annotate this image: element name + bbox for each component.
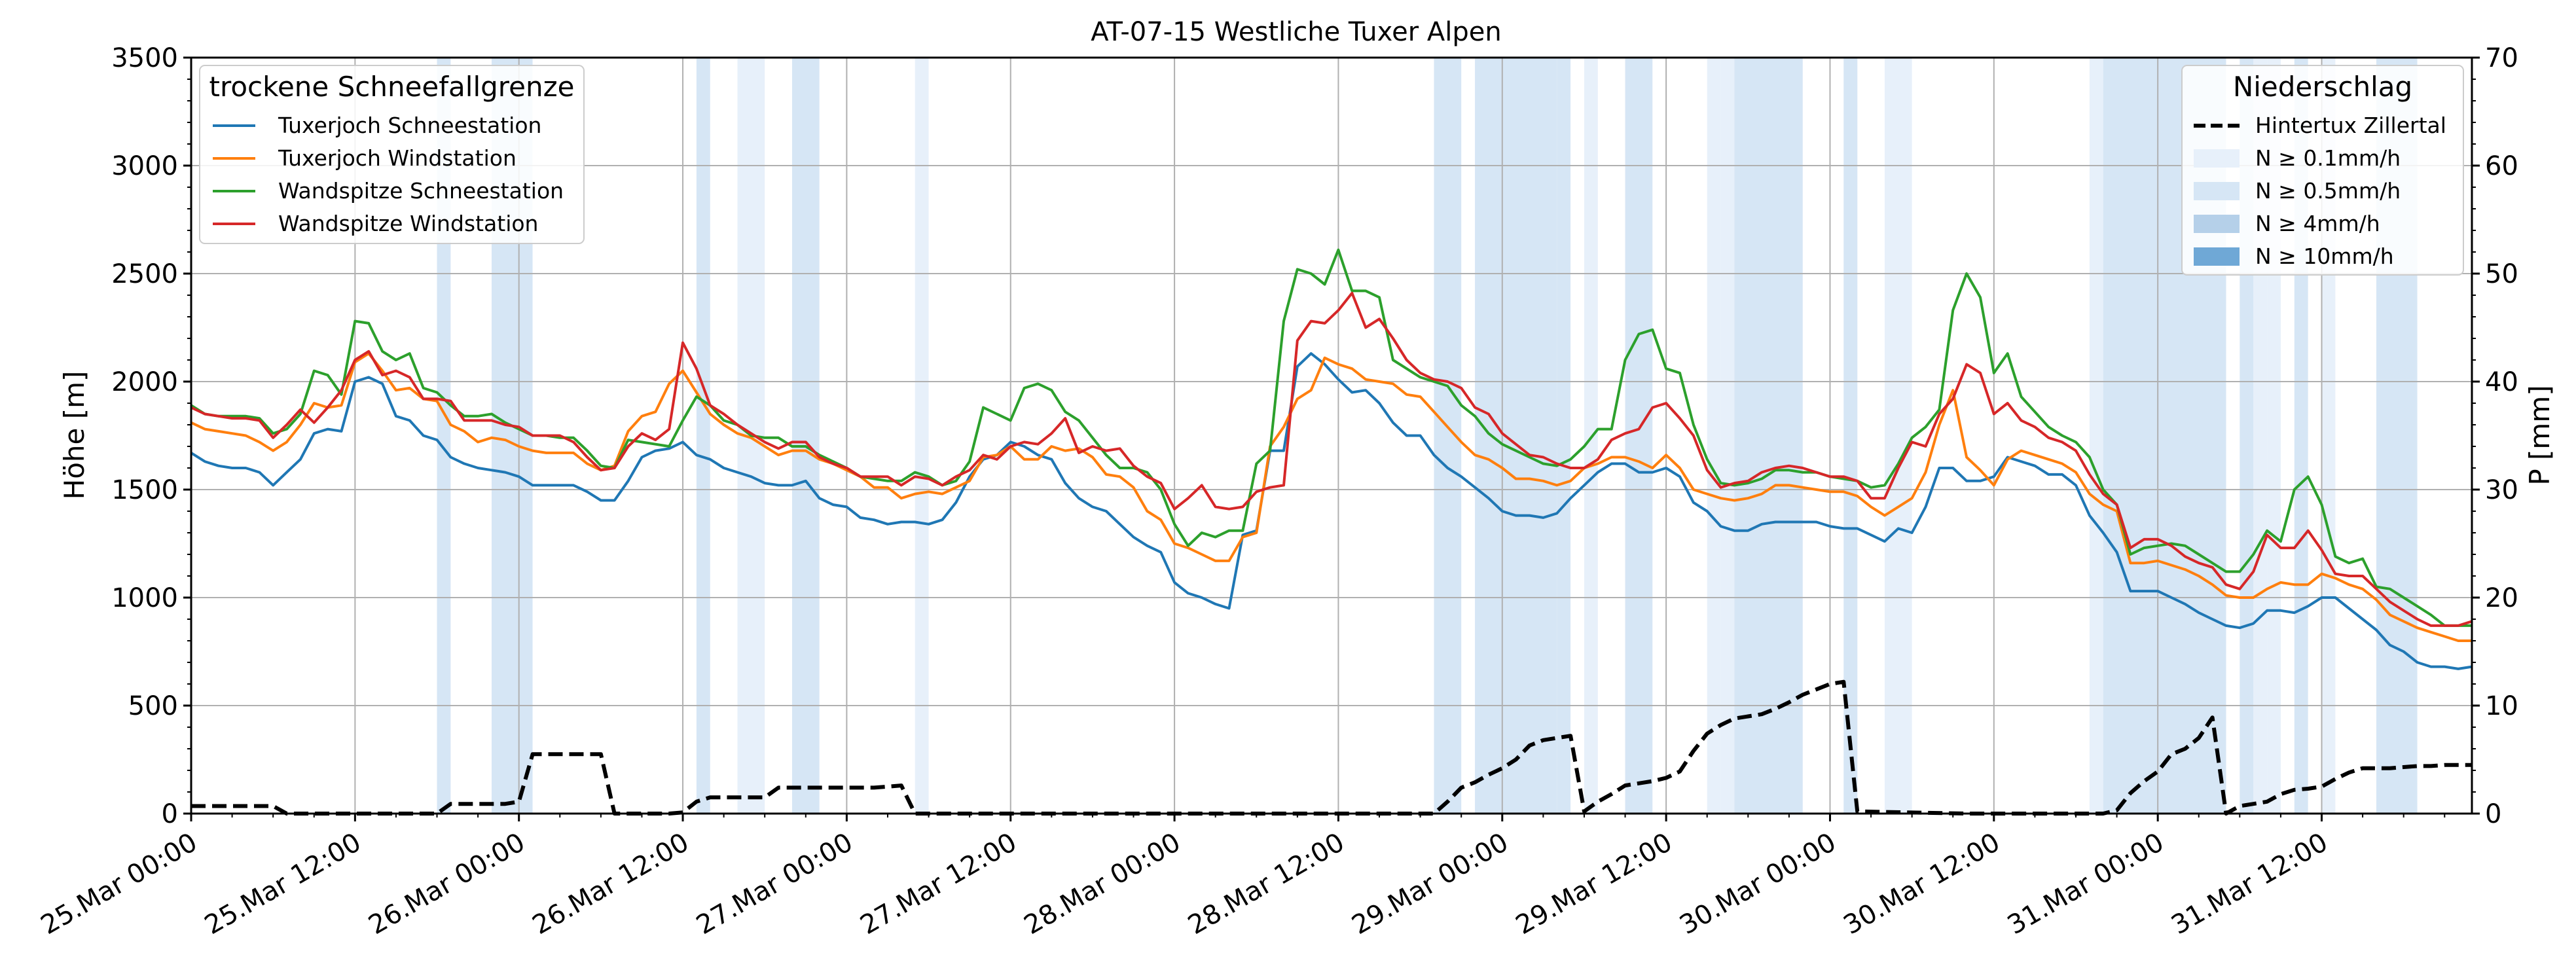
series-lines: [190, 248, 2473, 816]
y-axis-label: Höhe [m]: [58, 371, 90, 500]
precip-band-2-3: [696, 58, 710, 814]
legend-label-hintertux-zillertal: Hintertux Zillertal: [2255, 113, 2446, 138]
series-line-tuxerjoch-schneestation: [190, 352, 2473, 670]
legend-label-wandspitze-windstation: Wandspitze Windstation: [278, 211, 538, 236]
precip-band-2-7: [1557, 58, 1571, 814]
y2-axis-label: P [mm]: [2524, 385, 2556, 485]
y2-tick-label-5: 50: [2485, 259, 2518, 289]
series-line-tuxerjoch-windstation: [190, 352, 2472, 642]
series-line-wandspitze-windstation: [190, 291, 2473, 627]
legend-left-box: [199, 65, 585, 244]
y2-tick-label-3: 30: [2485, 475, 2518, 505]
series-line-wandspitze-schneestation: [190, 248, 2472, 627]
legend-left-title: trockene Schneefallgrenze: [209, 71, 575, 103]
legend-label-n-0-5mm-h: N ≥ 0.5mm/h: [2255, 178, 2401, 204]
legend-swatch-n-0-5mm-h: [2194, 182, 2240, 200]
precip-band-1-4: [1584, 58, 1598, 814]
precip-band-1-3: [915, 58, 929, 814]
precip-band-2-6: [1475, 58, 1557, 814]
legend-right-box: [2181, 65, 2464, 276]
y-tick-label-0: 0: [162, 799, 178, 829]
y-tick-label-2: 1000: [111, 583, 178, 613]
precip-band-2-9: [1734, 58, 1803, 814]
precip-band-2-8: [1625, 58, 1653, 814]
y-tick-label-6: 3000: [111, 151, 178, 181]
chart-title: AT-07-15 Westliche Tuxer Alpen: [1091, 17, 1501, 47]
y-tick-label-1: 500: [128, 691, 178, 721]
precip-band-2-1: [437, 58, 451, 814]
legend-label-n-10mm-h: N ≥ 10mm/h: [2255, 243, 2394, 269]
precip-band-1-7: [1720, 58, 1735, 814]
y-tick-label-7: 3500: [111, 43, 178, 73]
legend-swatch-n-0-1mm-h: [2194, 149, 2240, 168]
legend-swatch-n-10mm-h: [2194, 247, 2240, 266]
y2-tick-label-2: 20: [2485, 583, 2518, 613]
legend-label-wandspitze-schneestation: Wandspitze Schneestation: [278, 178, 564, 204]
legend-label-tuxerjoch-windstation: Tuxerjoch Windstation: [278, 145, 517, 171]
legend-left: trockene Schneefallgrenze Tuxerjoch Schne…: [199, 65, 585, 244]
precip-band-2-10: [1843, 58, 1858, 814]
legend-swatch-n-4mm-h: [2194, 215, 2240, 233]
legend-right-title: Niederschlag: [2233, 71, 2412, 103]
legend-right: Niederschlag Hintertux Zillertal N ≥ 0.1mm…: [2181, 65, 2464, 276]
y-tick-label-3: 1500: [111, 475, 178, 505]
y-tick-label-5: 2500: [111, 259, 178, 289]
y-tick-label-4: 2000: [111, 367, 178, 397]
precip-band-1-6: [1707, 58, 1721, 814]
y2-tick-label-0: 0: [2485, 799, 2501, 829]
legend-label-n-4mm-h: N ≥ 4mm/h: [2255, 211, 2380, 236]
series-line-hintertux-zillertal: [191, 679, 2472, 816]
y2-tick-label-1: 10: [2485, 691, 2518, 721]
y2-tick-label-6: 60: [2485, 151, 2518, 181]
precip-band-1-10: [2089, 58, 2103, 814]
legend-label-n-0-1mm-h: N ≥ 0.1mm/h: [2255, 145, 2401, 171]
grid: [191, 58, 2472, 814]
y2-tick-label-7: 70: [2485, 43, 2518, 73]
legend-label-tuxerjoch-schneestation: Tuxerjoch Schneestation: [278, 113, 541, 138]
y2-tick-label-4: 40: [2485, 367, 2518, 397]
precip-band-1-9: [1884, 58, 1912, 814]
precip-band-2-4: [791, 58, 820, 814]
plot-frame: [190, 56, 2473, 815]
